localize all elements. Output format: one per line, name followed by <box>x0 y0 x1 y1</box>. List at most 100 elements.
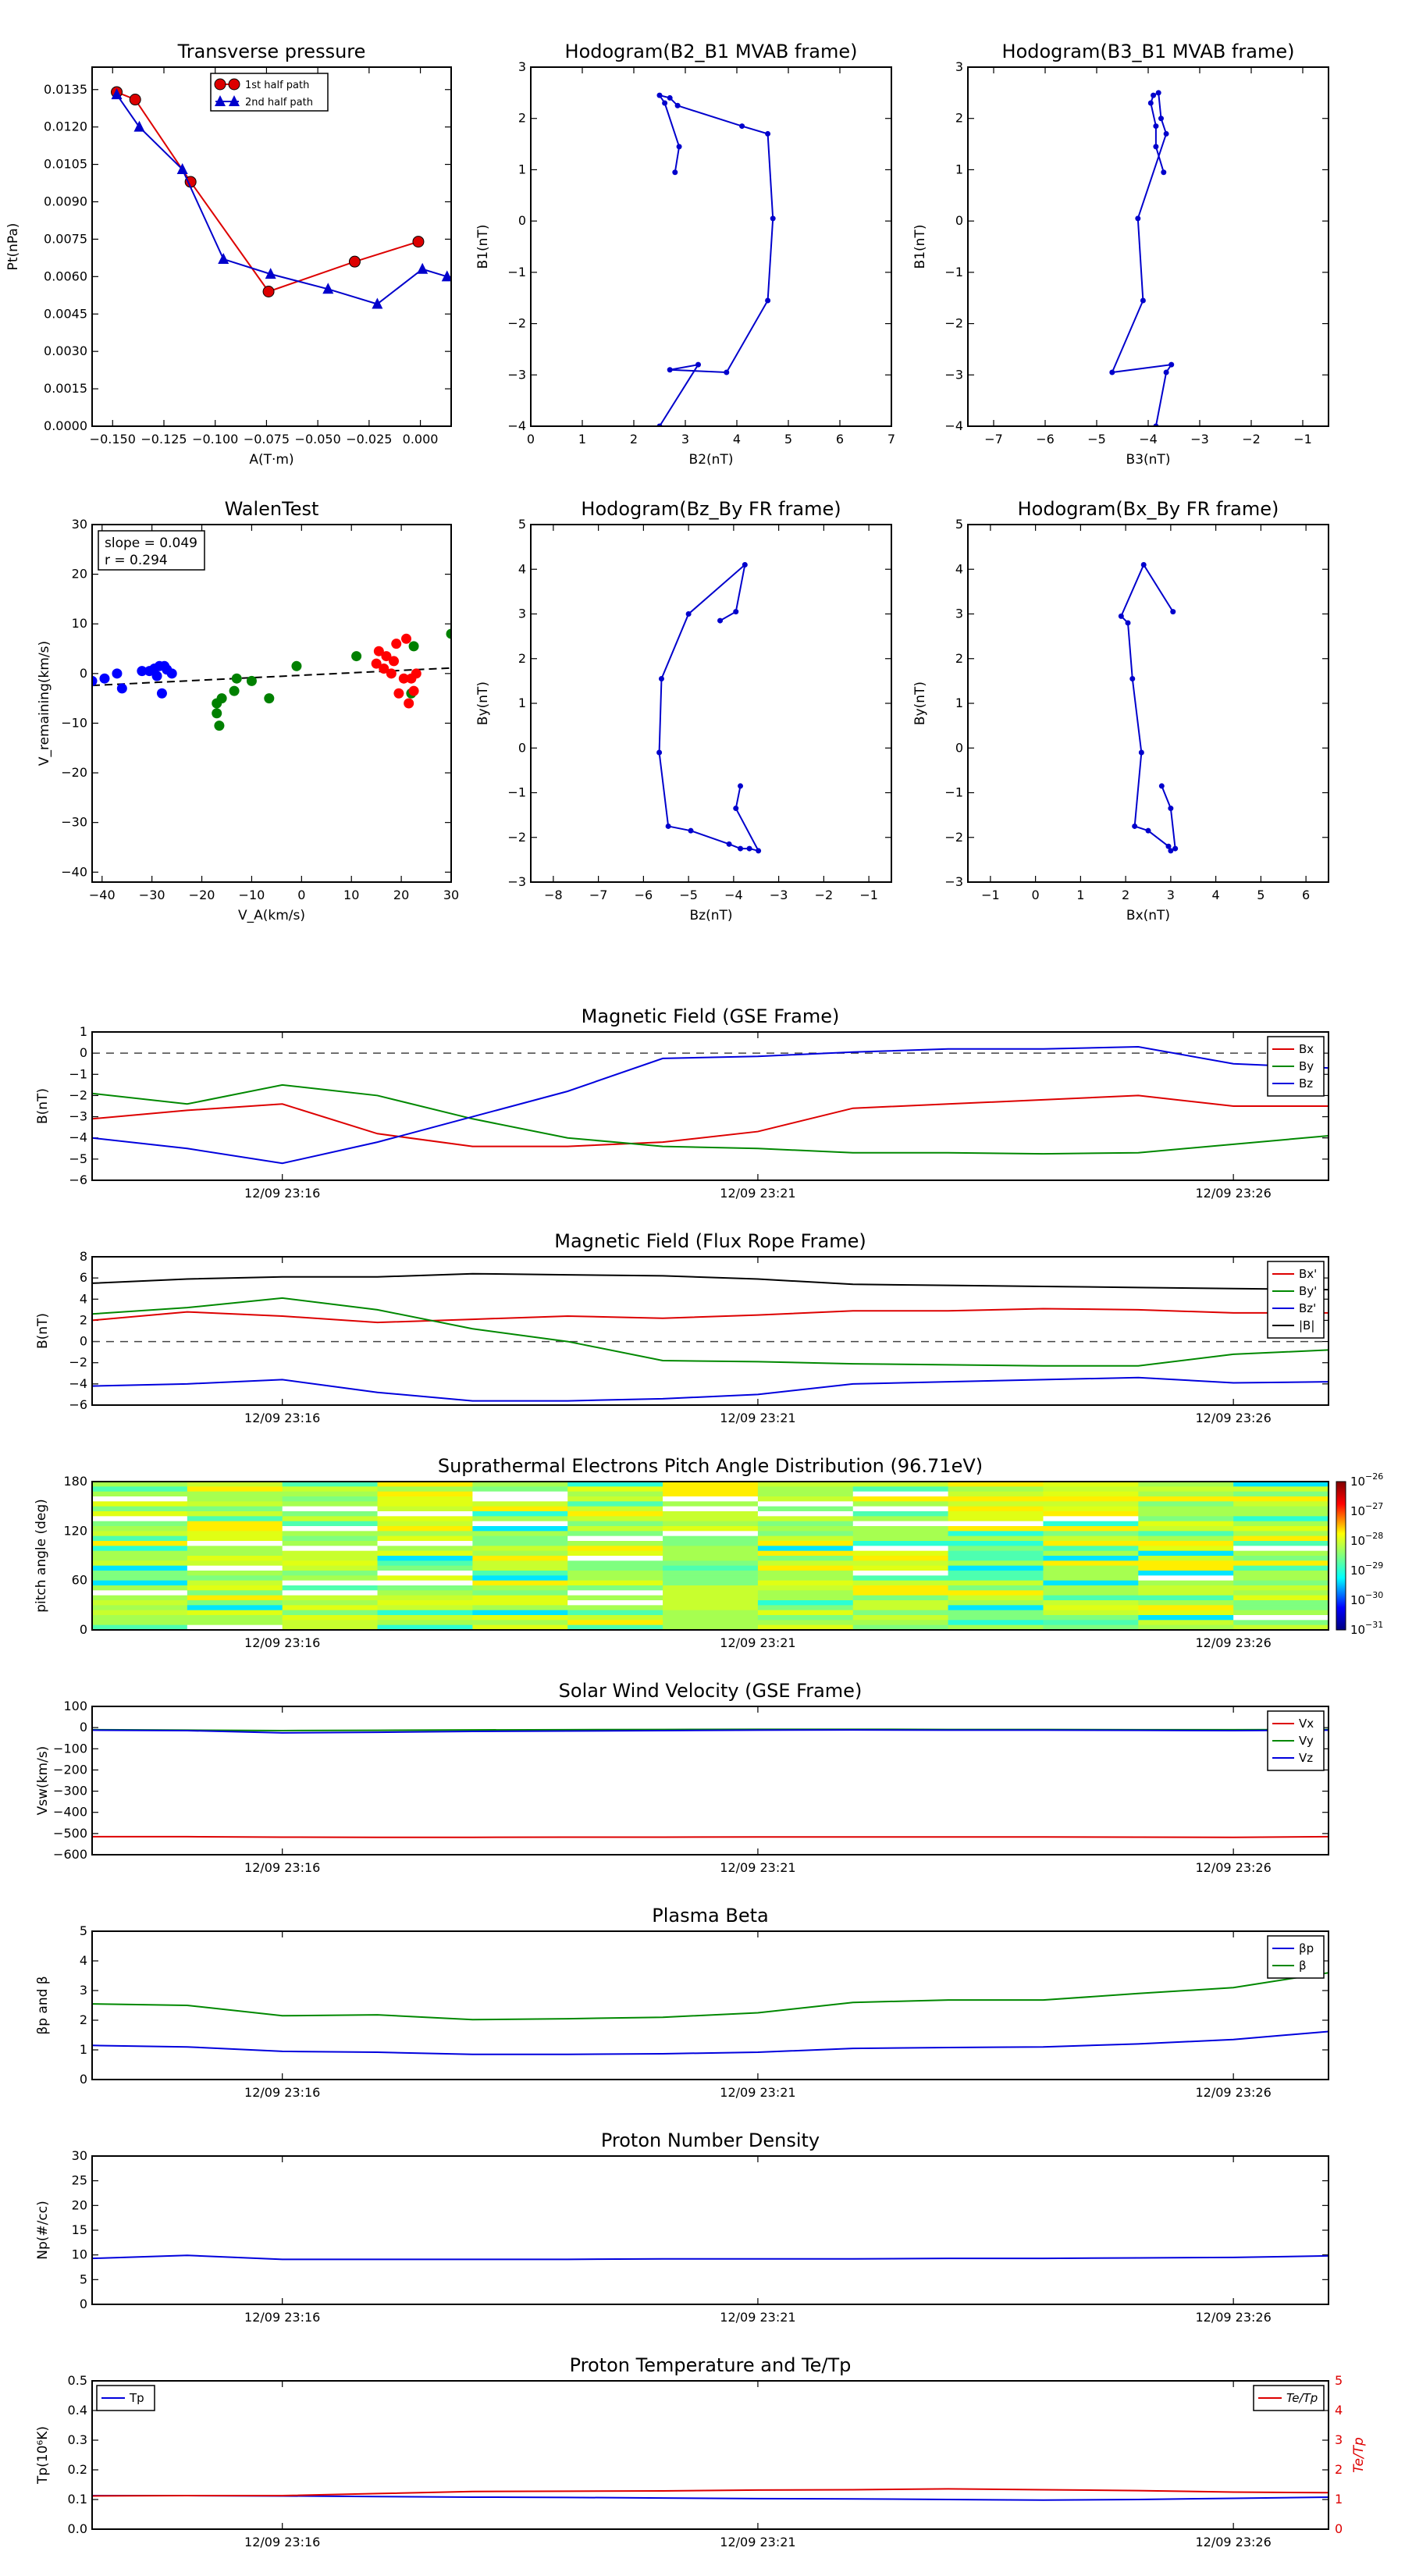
heatmap-cell <box>1233 1486 1329 1493</box>
y-tick-label: 100 <box>63 1699 87 1713</box>
y-tick-label: 1 <box>955 162 963 176</box>
axes-frame <box>91 2155 1329 2305</box>
heatmap-cell <box>1043 1501 1139 1507</box>
heatmap-cell <box>472 1605 568 1611</box>
scatter-point-red <box>381 651 392 662</box>
y-axis-label: By(nT) <box>912 681 928 725</box>
heatmap-cell <box>1233 1546 1329 1552</box>
heatmap-cell <box>567 1605 663 1611</box>
x-tick-label: −8 <box>544 888 563 902</box>
heatmap-cell <box>663 1501 759 1507</box>
heatmap-cell <box>948 1501 1044 1507</box>
data-point <box>111 88 123 100</box>
heatmap-cell <box>1138 1565 1234 1571</box>
series-line-Vx <box>92 1835 1329 1838</box>
legend-label: Vx <box>1299 1717 1314 1731</box>
data-point <box>1109 369 1115 375</box>
legend-marker <box>228 78 240 91</box>
heatmap-cell <box>757 1565 854 1571</box>
heatmap-cell <box>187 1571 283 1576</box>
heatmap-cell <box>377 1600 473 1606</box>
heatmap-cell <box>663 1482 759 1487</box>
plot-area <box>92 1045 1329 1165</box>
heatmap-cell <box>1138 1526 1234 1532</box>
scatter-point-red <box>411 668 422 679</box>
colorbar-tick-exponent: −29 <box>1365 1560 1383 1571</box>
heatmap-cell <box>187 1610 283 1616</box>
heatmap-cell <box>187 1600 283 1606</box>
chart-bgse: Magnetic Field (GSE Frame) −6 −5 −4 −3 −2 −1 0 1… <box>35 1005 1329 1201</box>
heatmap-cell <box>472 1531 568 1537</box>
heatmap-cell <box>472 1624 568 1630</box>
heatmap-cell <box>1043 1620 1139 1626</box>
heatmap-cell <box>92 1605 188 1611</box>
data-point <box>1140 562 1147 568</box>
scatter-point-green <box>212 708 222 719</box>
heatmap-cell <box>663 1580 759 1586</box>
heatmap-cell <box>1138 1501 1234 1507</box>
x-tick-label: 12/09 23:16 <box>244 1635 320 1650</box>
heatmap-cell <box>1138 1531 1234 1537</box>
heatmap-cell <box>1043 1560 1139 1567</box>
scatter-point-green <box>231 673 242 684</box>
x-tick-label: 7 <box>887 432 895 447</box>
x-tick-label: −0.075 <box>244 432 290 447</box>
series-line-Bx <box>92 1094 1329 1147</box>
heatmap-cell <box>663 1615 759 1621</box>
heatmap-cell <box>757 1610 854 1616</box>
heatmap-cell <box>1138 1491 1234 1497</box>
heatmap-cell <box>472 1565 568 1571</box>
heatmap-cell <box>567 1600 663 1606</box>
heatmap-cell <box>663 1565 759 1571</box>
heatmap-cell <box>567 1624 663 1630</box>
x-tick-label: 4 <box>733 432 741 447</box>
heatmap-cell <box>1138 1506 1234 1512</box>
chart-title: Plasma Beta <box>652 1905 768 1927</box>
heatmap-cell <box>567 1531 663 1537</box>
heatmap-cell <box>187 1511 283 1517</box>
heatmap-cell <box>663 1506 759 1512</box>
heatmap-cell <box>187 1531 283 1537</box>
heatmap-cell <box>663 1496 759 1502</box>
heatmap-cell <box>1138 1585 1234 1591</box>
y-tick-label: −1 <box>69 1066 87 1081</box>
scatter-point-blue <box>151 671 162 681</box>
y-tick-label: 0 <box>80 2072 87 2087</box>
scatter-point-red <box>379 663 389 674</box>
heatmap-cell <box>1043 1541 1139 1546</box>
series-line-Vz <box>92 1729 1329 1734</box>
heatmap-cell <box>757 1546 854 1552</box>
heatmap-cell <box>377 1526 473 1532</box>
heatmap-cell <box>92 1511 188 1517</box>
heatmap-cell <box>1233 1595 1329 1601</box>
heatmap-cell <box>1138 1624 1234 1630</box>
chart-vsw: Solar Wind Velocity (GSE Frame) −600 −500 −… <box>35 1680 1329 1875</box>
heatmap-cell <box>472 1526 568 1532</box>
heatmap-cell <box>852 1486 949 1493</box>
heatmap-cell <box>757 1541 854 1546</box>
heatmap-cell <box>377 1511 473 1517</box>
y-tick-label: −400 <box>53 1805 87 1820</box>
heatmap-cell <box>377 1531 473 1537</box>
axes-frame <box>91 1256 1329 1406</box>
heatmap-cell <box>1138 1496 1234 1502</box>
heatmap-cell <box>472 1535 568 1542</box>
y-axis-label: βp and β <box>35 1976 51 2034</box>
y2-tick-label: 4 <box>1335 2403 1343 2418</box>
y-tick-label: 3 <box>955 59 963 74</box>
scatter-point-green <box>229 685 240 696</box>
y-tick-label: −3 <box>507 874 526 889</box>
data-point <box>1155 90 1161 96</box>
heatmap-cell <box>948 1516 1044 1522</box>
heatmap-cell <box>852 1600 949 1606</box>
heatmap-cell <box>852 1580 949 1586</box>
legend-label: 2nd half path <box>245 97 313 109</box>
heatmap-cell <box>92 1615 188 1621</box>
data-point <box>1147 100 1154 106</box>
chart-title: Proton Number Density <box>601 2129 820 2151</box>
x-tick-label: −10 <box>239 888 265 902</box>
heatmap-cell <box>1233 1541 1329 1546</box>
y-tick-label: 30 <box>72 517 87 532</box>
data-point <box>218 252 229 264</box>
y-tick-label: 20 <box>72 567 87 582</box>
